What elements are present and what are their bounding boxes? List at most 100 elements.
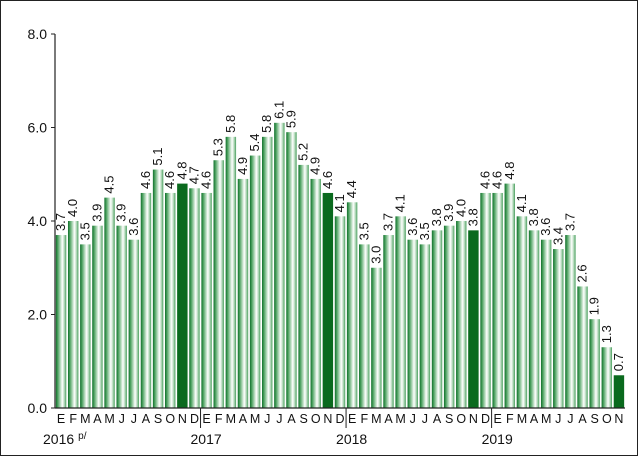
x-tick-label: D [190,412,199,426]
year-label: 2017 [191,431,222,447]
data-label: 5.8 [259,115,274,133]
bar-2018-A [431,230,443,408]
data-label: 2.6 [575,264,590,282]
x-tick-label: J [422,412,428,426]
data-labels-group: 3.74.03.53.94.53.93.64.65.14.64.84.74.65… [53,101,626,372]
data-label: 5.2 [296,143,311,161]
x-tick-label: F [215,412,223,426]
x-tick-label: M [371,412,381,426]
x-tick-label: M [104,412,114,426]
bar-2017-S [298,164,309,408]
x-tick-label: J [119,412,125,426]
x-tick-label: A [93,412,102,426]
bar-2018-F [359,244,370,409]
x-tick-label: O [311,412,321,426]
x-tick-label: D [481,412,490,426]
bar-2017-E [201,192,212,408]
bar-2017-F [213,160,224,408]
bar-2017-N [322,192,334,408]
data-label: 4.9 [308,157,323,175]
data-label: 4.6 [478,171,493,189]
data-label: 3.5 [356,222,371,240]
x-tick-label: F [506,412,514,426]
data-label: 4.6 [162,171,177,189]
x-tick-label: D [335,412,344,426]
x-tick-label: O [456,412,466,426]
x-tick-label: A [578,412,587,426]
bar-2019-S [589,319,600,408]
bar-2018-O [456,221,467,408]
data-label: 4.4 [344,180,359,198]
bar-2018-J [407,239,418,408]
bar-2016-M [80,244,91,409]
bar-2016-M [104,197,115,409]
year-label: 2016 p/ [43,431,87,447]
data-label: 3.5 [77,222,92,240]
x-tick-label: S [299,412,307,426]
x-tick-label: N [614,412,623,426]
bar-2017-D [334,216,346,408]
data-label: 4.1 [393,194,408,212]
data-label: 3.6 [538,218,553,236]
data-label: 4.1 [514,194,529,212]
axes-group: 0.02.04.06.08.0E F M A M J J A S O N D E F M A M J J A S O N D E… [28,26,625,447]
data-label: 3.6 [405,218,420,236]
bar-2018-J [419,244,431,409]
x-tick-label: J [410,412,416,426]
x-tick-label: A [287,412,296,426]
y-tick-label: 0.0 [28,400,48,416]
x-tick-label: M [395,412,405,426]
bar-2016-A [140,192,152,408]
x-tick-label: O [602,412,612,426]
data-label: 3.0 [368,246,383,264]
year-label: 2018 [336,431,367,447]
data-label: 3.6 [126,218,141,236]
bar-2019-N [613,375,625,408]
x-tick-label: F [360,412,368,426]
y-tick-label: 8.0 [28,26,48,42]
bar-2016-D [189,188,200,408]
bar-2018-N [468,230,479,408]
data-label: 1.3 [599,325,614,343]
x-tick-label: F [69,412,77,426]
bar-2019-M [540,239,552,408]
x-tick-label: M [541,412,551,426]
bar-2018-A [383,235,394,408]
bar-2018-E [346,202,358,408]
x-tick-label: N [469,412,478,426]
data-label: 3.9 [89,204,104,222]
data-label: 5.9 [283,110,298,128]
data-label: 3.8 [429,208,444,226]
y-tick-label: 6.0 [28,120,48,136]
bar-2018-M [371,267,382,408]
data-label: 4.1 [332,194,347,212]
data-label: 1.9 [587,297,602,315]
x-tick-label: E [493,412,501,426]
x-tick-label: S [154,412,162,426]
bar-2019-A [528,230,540,408]
bar-2016-N [177,183,188,408]
y-tick-label: 2.0 [28,307,48,323]
x-tick-label: J [264,412,270,426]
data-label: 4.6 [320,171,335,189]
data-label: 5.1 [150,148,165,166]
year-label: 2019 [482,431,513,447]
x-tick-label: J [131,412,137,426]
x-tick-label: A [384,412,393,426]
bar-2019-F [504,183,515,408]
data-label: 3.8 [526,208,541,226]
bar-2018-M [395,216,406,408]
data-label: 4.6 [199,171,214,189]
data-label: 4.9 [235,157,250,175]
bar-2016-F [67,221,79,408]
data-label: 4.7 [186,166,201,184]
bar-2016-A [92,225,103,408]
x-tick-label: S [591,412,599,426]
x-tick-label: M [80,412,90,426]
x-tick-label: J [555,412,561,426]
bar-2019-O [601,347,613,408]
x-tick-label: J [567,412,573,426]
bar-2017-O [310,178,321,408]
bar-2019-E [492,192,503,408]
